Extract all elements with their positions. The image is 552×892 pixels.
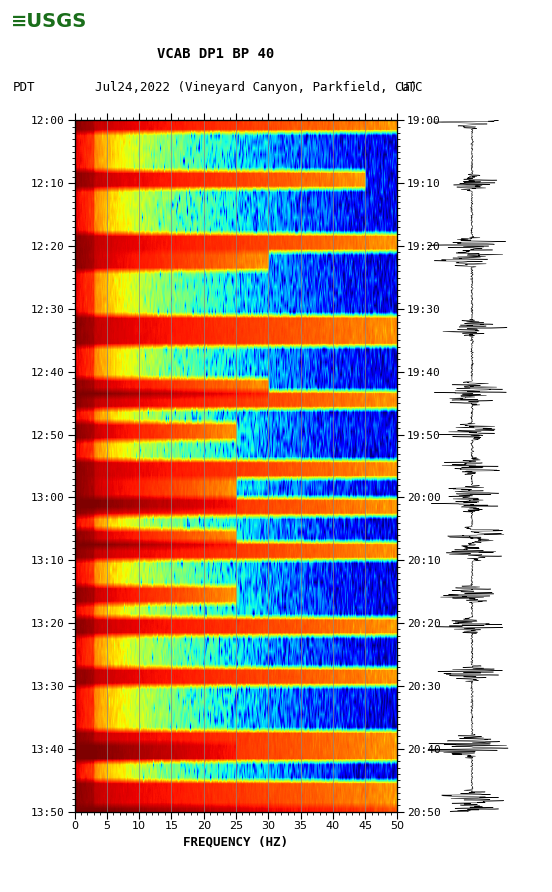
Text: UTC: UTC: [400, 81, 423, 95]
Text: ≡USGS: ≡USGS: [10, 12, 87, 31]
Text: Jul24,2022 (Vineyard Canyon, Parkfield, Ca): Jul24,2022 (Vineyard Canyon, Parkfield, …: [95, 81, 417, 95]
Text: VCAB DP1 BP 40: VCAB DP1 BP 40: [157, 47, 274, 61]
X-axis label: FREQUENCY (HZ): FREQUENCY (HZ): [183, 836, 289, 848]
Text: PDT: PDT: [13, 81, 35, 95]
